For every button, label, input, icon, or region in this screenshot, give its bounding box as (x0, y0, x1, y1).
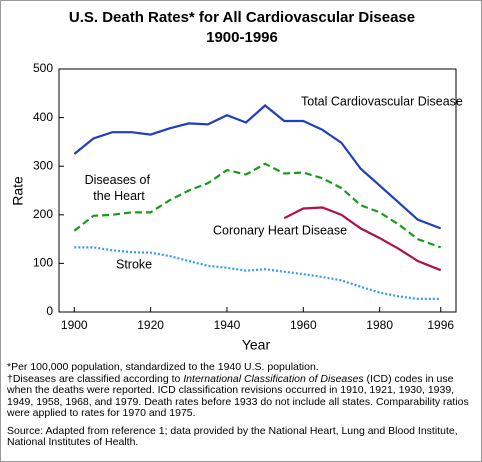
series-label: Diseases of the Heart (85, 173, 154, 203)
chart-subtitle: 1900-1996 (206, 29, 278, 46)
y-tick-label: 100 (33, 256, 53, 270)
series-line (73, 104, 442, 230)
footnote-italic: International Classification of Diseases (183, 372, 364, 385)
footnote-text: (ICD) codes in use when the deaths were … (7, 372, 469, 419)
x-tick-label: 1996 (427, 318, 454, 332)
y-axis-label: Rate (10, 176, 26, 206)
footnote: *Per 100,000 population, standardized to… (7, 361, 319, 373)
plot-frame (58, 68, 457, 313)
chart: U.S. Death Rates* for All Cardiovascular… (10, 9, 463, 353)
footnote-text: †Diseases are classified according to (7, 372, 184, 385)
x-tick-label: 1920 (137, 318, 164, 332)
footnotes: *Per 100,000 population, standardized to… (7, 361, 475, 449)
x-tick-label: 1940 (214, 318, 241, 332)
chart-title: U.S. Death Rates* for All Cardiovascular… (69, 9, 415, 26)
y-tick-label: 0 (46, 304, 53, 318)
x-tick-label: 1900 (61, 318, 88, 332)
series-line (74, 246, 441, 300)
y-tick-label: 500 (33, 61, 53, 75)
y-tick-label: 300 (33, 158, 53, 172)
x-axis-label: Year (242, 337, 271, 353)
series-label-line: the Heart (93, 189, 145, 203)
y-tick-label: 400 (33, 110, 53, 124)
footnote: †Diseases are classified according to In… (7, 372, 475, 420)
series-label: Stroke (116, 257, 152, 271)
series-line (73, 162, 442, 249)
series-line (283, 206, 442, 272)
series-label-line: Diseases of (85, 173, 154, 187)
series-label: Coronary Heart Disease (213, 223, 347, 237)
x-tick-label: 1960 (290, 318, 317, 332)
y-tick-label: 200 (33, 207, 53, 221)
x-tick-label: 1980 (366, 318, 393, 332)
source-note: Source: Adapted from reference 1; data p… (7, 424, 458, 448)
series-label: Total Cardiovascular Disease (301, 94, 463, 108)
